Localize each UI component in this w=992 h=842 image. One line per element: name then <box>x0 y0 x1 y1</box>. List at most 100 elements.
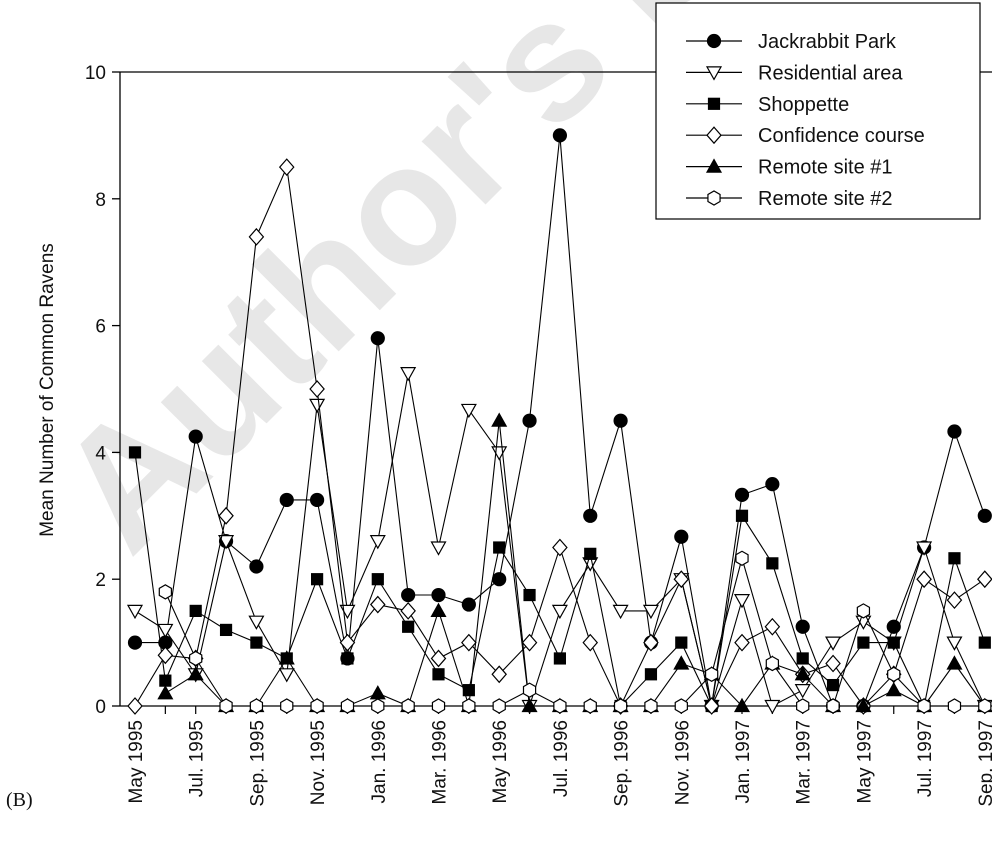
legend-entry-remote-site-1: Remote site #1 <box>686 157 893 179</box>
data-point-remote-site-2 <box>674 698 688 714</box>
data-point-remote-site-2 <box>553 698 567 714</box>
data-point-residential-area <box>126 604 144 620</box>
legend-label: Residential area <box>758 62 903 84</box>
series-line-remote-site-2 <box>164 556 985 707</box>
data-point-confidence-course <box>430 649 447 668</box>
data-point-confidence-course <box>977 570 992 589</box>
data-point-residential-area <box>916 541 933 556</box>
data-point-remote-site-2 <box>189 650 203 667</box>
data-point-shoppette <box>341 652 354 665</box>
data-point-remote-site-2 <box>856 603 871 619</box>
data-point-remote-site-1 <box>430 602 447 618</box>
legend-entry-jackrabbit-park: Jackrabbit Park <box>686 31 897 53</box>
data-point-remote-site-1 <box>369 685 386 700</box>
data-point-shoppette <box>250 636 263 649</box>
data-point-confidence-course <box>278 158 295 177</box>
x-tick-label: Sep. 1996 <box>612 720 633 807</box>
series-line-shoppette <box>134 452 986 708</box>
data-point-remote-site-2 <box>431 698 446 714</box>
data-point-remote-site-2 <box>280 698 294 714</box>
data-point-jackrabbit-park <box>249 559 264 574</box>
x-tick-label: Mar. 1996 <box>430 720 451 805</box>
data-point-jackrabbit-park <box>552 128 568 143</box>
x-tick-label: May 1995 <box>126 720 147 803</box>
x-tick-label: Nov. 1995 <box>308 720 329 805</box>
data-point-remote-site-2 <box>765 655 780 672</box>
data-point-jackrabbit-park <box>401 587 416 603</box>
legend-entry-remote-site-2: Remote site #2 <box>686 188 893 210</box>
data-point-remote-site-1 <box>733 697 751 713</box>
data-point-remote-site-2 <box>583 698 597 714</box>
legend-marker-remote-site-1 <box>705 158 723 173</box>
data-point-residential-area <box>430 541 447 556</box>
data-point-remote-site-2 <box>978 698 992 714</box>
data-point-residential-area <box>278 668 295 683</box>
data-point-shoppette <box>402 620 415 633</box>
data-point-jackrabbit-park <box>522 413 537 428</box>
data-point-residential-area <box>642 604 659 620</box>
data-point-remote-site-2 <box>917 698 931 714</box>
data-point-shoppette <box>159 674 172 687</box>
data-point-confidence-course <box>734 633 750 652</box>
data-point-shoppette <box>675 636 688 649</box>
x-tick-label: Mar. 1997 <box>794 720 815 805</box>
legend-marker-jackrabbit-park <box>706 33 722 49</box>
data-point-remote-site-2 <box>340 698 355 714</box>
data-point-shoppette <box>311 573 324 586</box>
data-point-confidence-course <box>248 227 265 246</box>
data-point-residential-area <box>794 684 811 699</box>
data-point-confidence-course <box>552 538 568 557</box>
data-point-remote-site-1 <box>187 666 204 681</box>
data-point-remote-site-1 <box>673 655 690 670</box>
data-point-jackrabbit-park <box>734 487 750 502</box>
legend-label: Remote site #1 <box>758 157 893 179</box>
data-point-shoppette <box>553 652 567 665</box>
data-point-remote-site-2 <box>613 698 628 714</box>
data-point-jackrabbit-park <box>947 424 962 439</box>
data-point-jackrabbit-park <box>370 331 385 346</box>
data-point-jackrabbit-park <box>127 635 143 650</box>
data-point-confidence-course <box>370 595 386 614</box>
x-axis-ticks: May 1995 Jul. 1995 Sep. 1995 Nov. 1995 Jan. … <box>126 706 992 807</box>
data-point-jackrabbit-park <box>461 597 476 612</box>
data-point-remote-site-2 <box>522 682 537 698</box>
data-point-confidence-course <box>764 617 781 636</box>
x-tick-label: Nov. 1996 <box>672 720 693 805</box>
y-axis-title: Mean Number of Common Ravens <box>37 243 58 537</box>
data-point-shoppette <box>219 623 233 637</box>
data-point-confidence-course <box>491 665 507 684</box>
data-point-remote-site-2 <box>887 666 901 682</box>
series-remote-site-2 <box>158 550 992 714</box>
data-point-confidence-course <box>157 646 174 665</box>
data-point-shoppette <box>978 636 991 649</box>
data-point-shoppette <box>371 573 384 586</box>
data-point-remote-site-2 <box>492 698 506 714</box>
data-point-jackrabbit-park <box>977 508 992 523</box>
data-point-remote-site-1 <box>278 650 295 665</box>
x-tick-label: Jul. 1996 <box>551 720 572 797</box>
legend: Jackrabbit Park Residential area Shoppette… <box>655 2 981 220</box>
data-point-residential-area <box>400 367 417 382</box>
x-tick-label: Sep. 1995 <box>247 720 268 807</box>
x-tick-label: Jul. 1995 <box>187 720 208 797</box>
data-point-shoppette <box>644 668 658 681</box>
data-point-shoppette <box>735 509 749 522</box>
data-point-confidence-course <box>582 633 599 652</box>
series-residential-area <box>126 367 992 715</box>
data-point-residential-area <box>218 535 235 550</box>
data-point-confidence-course <box>461 633 477 652</box>
legend-marker-residential-area <box>705 66 723 81</box>
data-point-confidence-course <box>521 633 538 652</box>
data-point-residential-area <box>491 446 508 461</box>
data-point-residential-area <box>460 403 477 419</box>
legend-entry-confidence-course: Confidence course <box>686 125 925 147</box>
data-point-shoppette <box>493 541 506 554</box>
data-point-confidence-course <box>946 591 963 610</box>
data-point-shoppette <box>766 557 779 570</box>
data-point-remote-site-2 <box>704 666 719 682</box>
data-point-shoppette <box>948 552 961 565</box>
data-point-confidence-course <box>673 570 690 589</box>
data-point-confidence-course <box>703 697 720 715</box>
data-point-shoppette <box>128 446 142 459</box>
